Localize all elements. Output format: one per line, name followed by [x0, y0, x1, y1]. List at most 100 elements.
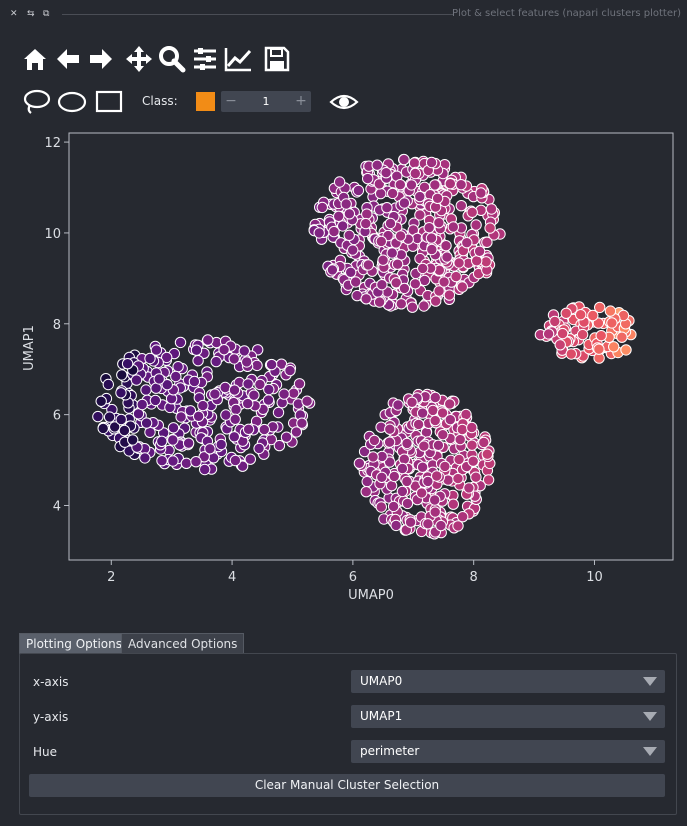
class-value[interactable]: 1	[262, 95, 270, 108]
scatter-point	[406, 396, 418, 408]
scatter-point	[456, 281, 468, 293]
scatter-point	[475, 187, 487, 199]
scatter-point	[556, 327, 569, 340]
scatter-point	[103, 411, 116, 423]
scatter-point	[408, 157, 421, 169]
rectangle-icon[interactable]	[94, 87, 124, 117]
lasso-icon[interactable]	[22, 87, 52, 117]
scatter-point	[593, 343, 605, 355]
float-icon[interactable]: ⇆	[27, 9, 35, 19]
ellipse-icon[interactable]	[57, 87, 87, 117]
scatter-point	[391, 258, 404, 270]
scatter-point	[188, 375, 201, 388]
scatter-point	[192, 410, 205, 422]
home-icon[interactable]	[20, 44, 50, 74]
scatter-point	[258, 423, 270, 436]
scatter-point	[398, 197, 411, 209]
configure-subplots-icon[interactable]	[190, 44, 220, 74]
scatter-point	[380, 167, 392, 179]
scatter-point	[427, 404, 439, 417]
scatter-point	[406, 301, 419, 313]
x-axis-select[interactable]: UMAP0	[351, 670, 665, 693]
scatter-point	[202, 334, 214, 346]
scatter-point	[209, 388, 221, 400]
scatter-point	[140, 417, 153, 429]
scatter-point	[375, 235, 387, 248]
scatter-point	[248, 389, 260, 401]
x-axis-ticks: 2 4 6 8 10	[107, 560, 603, 585]
y-axis-select[interactable]: UMAP1	[351, 705, 665, 728]
scatter-point	[367, 451, 379, 463]
x-tick-label: 10	[586, 570, 603, 585]
scatter-point	[439, 460, 451, 473]
scatter-point	[608, 341, 620, 353]
scatter-point	[144, 352, 156, 365]
scatter-point	[447, 221, 459, 233]
scatter-point	[404, 516, 417, 528]
scatter-point	[390, 519, 402, 532]
scatter-point	[343, 208, 356, 220]
scatter-point	[230, 403, 242, 416]
scatter-point	[441, 251, 453, 263]
edit-axes-icon[interactable]	[223, 44, 253, 74]
scatter-point	[278, 388, 290, 400]
scatter-point	[190, 456, 202, 468]
scatter-point	[139, 452, 151, 464]
scatter-point	[426, 243, 438, 256]
clear-manual-cluster-selection-button[interactable]: Clear Manual Cluster Selection	[29, 774, 665, 797]
scatter-point	[433, 217, 445, 229]
scatter-point	[438, 276, 450, 288]
back-arrow-icon[interactable]	[53, 44, 83, 74]
pan-icon[interactable]	[124, 44, 154, 74]
scatter-point	[560, 307, 572, 320]
scatter-point	[290, 426, 303, 438]
restore-icon[interactable]: ⧉	[43, 9, 50, 19]
hue-select[interactable]: perimeter	[351, 740, 665, 763]
forward-arrow-icon[interactable]	[86, 44, 116, 74]
scatter-point	[485, 203, 498, 215]
scatter-point	[433, 285, 445, 297]
scatter-point	[174, 336, 187, 349]
scatter-point	[381, 202, 393, 214]
tab-plotting-options[interactable]: Plotting Options	[19, 633, 129, 654]
scatter-point	[218, 344, 230, 356]
scatter-point	[136, 398, 148, 411]
eye-icon[interactable]	[329, 87, 359, 117]
scatter-point	[423, 222, 435, 234]
close-icon[interactable]: ✕	[10, 9, 18, 19]
scatter-point	[587, 309, 599, 322]
save-icon[interactable]	[262, 44, 292, 74]
scatter-point	[392, 399, 404, 411]
scatter-point	[401, 437, 413, 450]
scatter-point	[360, 486, 372, 498]
class-color-swatch	[196, 92, 215, 111]
x-axis-select-value: UMAP0	[360, 674, 403, 688]
zoom-icon[interactable]	[157, 44, 187, 74]
scatter-point	[288, 387, 300, 399]
increment-button[interactable]: +	[295, 93, 307, 109]
tab-advanced-options[interactable]: Advanced Options	[121, 633, 245, 654]
scatter-point	[549, 315, 561, 328]
scatter-point	[401, 497, 414, 510]
decrement-button[interactable]: −	[225, 93, 237, 109]
scatter-point	[149, 394, 162, 407]
scatter-point	[182, 437, 195, 449]
scatter-point	[153, 373, 165, 385]
scatter-point	[293, 378, 306, 390]
scatter-point	[443, 289, 456, 301]
scatter-point	[219, 381, 231, 394]
scatter-point	[358, 445, 371, 458]
scatter-point	[478, 436, 490, 449]
scatter-plot[interactable]: 2 4 6 8 10 4 6 8 10 12 UMAP0 UMAP1	[0, 128, 687, 608]
scatter-point	[280, 431, 293, 443]
scatter-point	[384, 456, 396, 468]
scatter-point	[429, 506, 441, 518]
dropdown-arrow-icon	[643, 677, 657, 686]
scatter-point	[414, 190, 426, 203]
scatter-point	[284, 364, 296, 377]
class-spinbox[interactable]: − 1 +	[221, 91, 311, 112]
scatter-point	[272, 406, 285, 419]
scatter-point	[592, 317, 605, 329]
scatter-point	[376, 471, 388, 483]
plot-frame	[68, 132, 674, 561]
